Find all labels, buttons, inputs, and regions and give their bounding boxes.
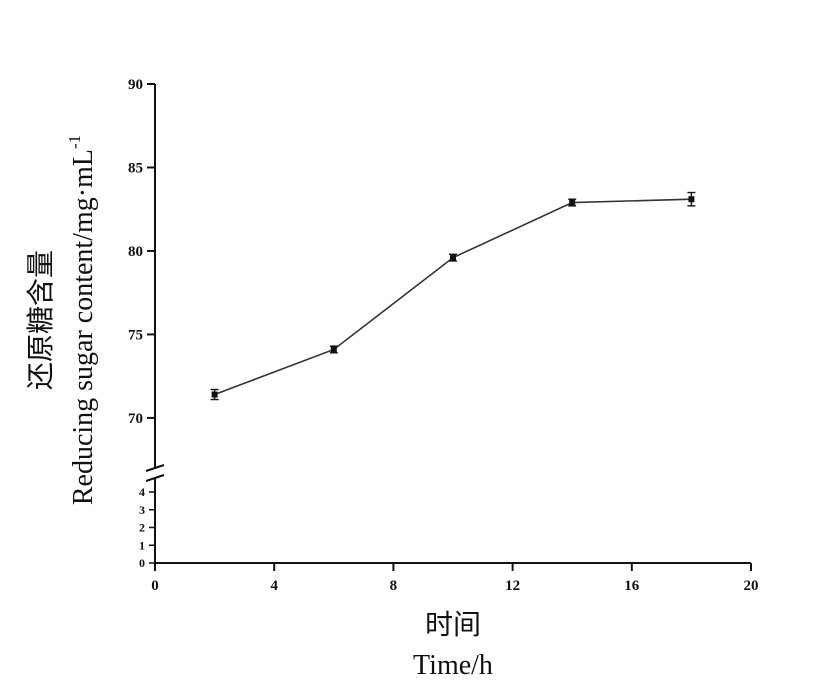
y-axis-lower-ticks: 0 1 2 3 4 <box>139 485 155 570</box>
x-tick-label: 4 <box>270 578 278 594</box>
series-layer <box>210 191 696 401</box>
y-tick-label-lower: 1 <box>139 538 145 552</box>
y-tick-label-upper: 90 <box>128 77 143 93</box>
data-point <box>688 196 695 203</box>
y-tick-label-lower: 2 <box>139 521 145 535</box>
x-tick-label: 12 <box>505 578 520 594</box>
y-tick-label-upper: 75 <box>128 327 143 343</box>
y-axis-title-superscript: -1 <box>65 135 84 149</box>
data-point <box>330 346 337 353</box>
y-tick-label-lower: 4 <box>139 485 145 499</box>
series-line <box>214 198 692 396</box>
x-axis-title: Time/h <box>413 650 493 681</box>
y-axis-title-main: Reducing sugar content/mg·mL <box>68 149 99 505</box>
x-axis-ticks: 0 4 8 12 16 20 <box>151 563 759 594</box>
x-tick-label: 8 <box>390 578 398 594</box>
data-point <box>569 199 576 206</box>
y-tick-label-upper: 85 <box>128 160 143 176</box>
x-tick-label: 0 <box>151 578 159 594</box>
axis-break-mark-upper <box>145 464 165 472</box>
y-axis-title: Reducing sugar content/mg·mL-1 <box>65 135 99 505</box>
data-point <box>450 254 456 261</box>
y-tick-label-upper: 70 <box>128 411 143 427</box>
x-tick-label: 16 <box>624 578 640 594</box>
y-tick-label-upper: 80 <box>128 244 143 260</box>
y-axis-upper-ticks: 70 75 80 85 90 <box>128 77 155 427</box>
x-axis-title-chinese: 时间 <box>425 608 481 641</box>
y-tick-label-lower: 3 <box>139 503 145 517</box>
data-point <box>211 391 218 398</box>
y-axis-title-chinese: 还原糖含量 <box>24 250 57 390</box>
y-tick-label-lower: 0 <box>139 556 145 570</box>
axis-break-mark-lower <box>145 474 165 482</box>
x-tick-label: 20 <box>744 578 759 594</box>
